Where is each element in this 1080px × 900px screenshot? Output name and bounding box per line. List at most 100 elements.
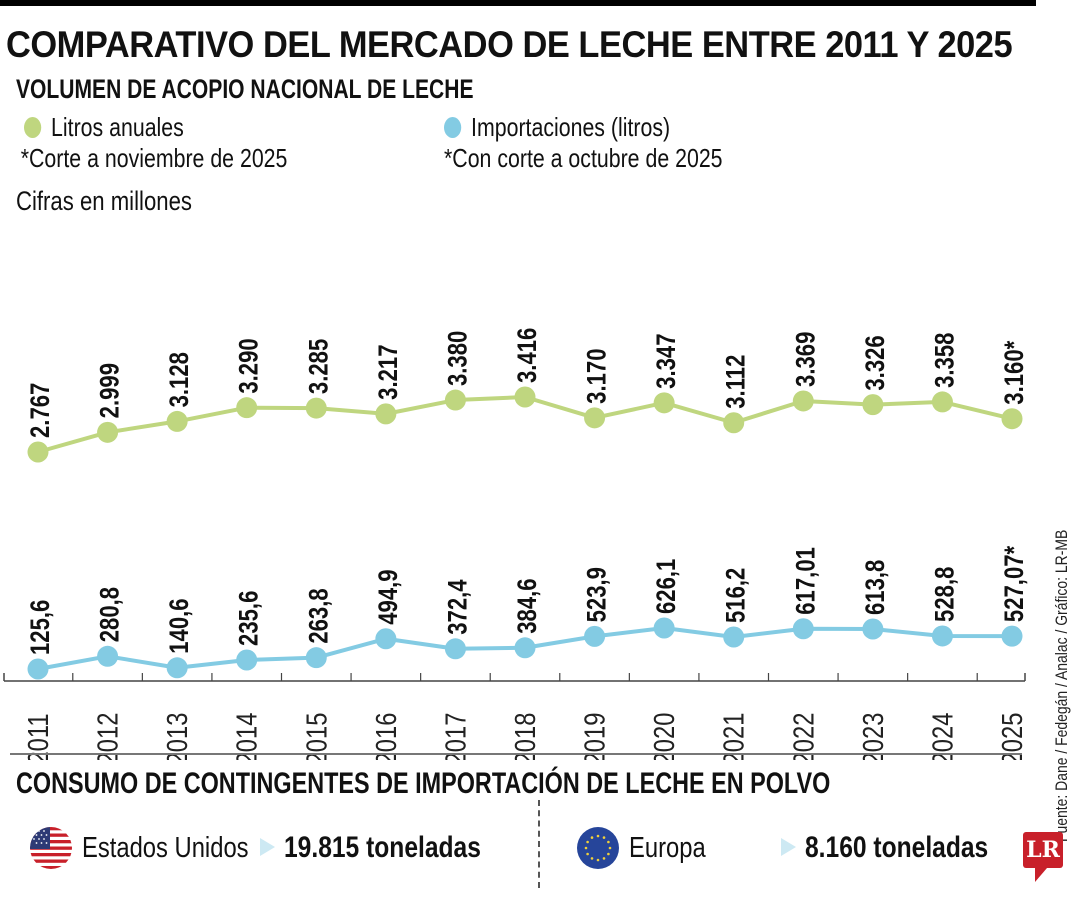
data-label-litros: 3.170 [583,348,613,403]
data-label-importaciones: 613,8 [861,560,891,615]
data-point-litros [514,386,536,408]
data-point-litros [166,410,188,432]
data-label-importaciones: 494,9 [374,569,404,624]
data-point-importaciones [723,626,745,648]
x-tick-label: 2013 [161,713,194,760]
legend-note: *Con corte a octubre de 2025 [444,143,723,173]
data-point-importaciones [514,637,536,659]
data-point-litros [792,390,814,412]
legend-item-litros: Litros anuales *Corte a noviembre de 202… [20,112,288,174]
x-tick-label: 2018 [509,713,542,760]
lr-logo-tail [1035,868,1047,882]
source-credit: Fuente: Dane / Fedegán / Analac / Gráfic… [1052,529,1071,842]
legend-dot-green-icon [24,116,42,138]
data-point-litros [375,403,397,425]
page-title: COMPARATIVO DEL MERCADO DE LECHE ENTRE 2… [6,24,1013,65]
data-label-importaciones: 523,9 [583,567,613,622]
data-label-importaciones: 527,07* [1000,545,1030,622]
country-name: Estados Unidos [82,831,249,864]
data-point-importaciones [27,658,49,680]
data-point-importaciones [166,657,188,679]
data-point-litros [723,412,745,434]
data-point-litros [305,397,327,419]
arrow-right-icon [781,838,796,856]
x-tick-label: 2016 [370,713,403,760]
data-label-litros: 3.416 [513,328,543,383]
data-label-litros: 3.285 [304,338,334,394]
eu-flag-icon [577,827,619,869]
data-label-importaciones: 626,1 [652,558,682,614]
x-tick-label: 2019 [578,713,611,760]
data-label-importaciones: 263,8 [304,588,334,643]
data-point-importaciones [97,645,119,667]
data-label-litros: 3.347 [652,333,682,388]
data-label-importaciones: 125,6 [26,600,56,655]
data-point-litros [444,389,466,411]
data-point-litros [584,407,606,429]
data-label-importaciones: 516,2 [722,568,752,623]
data-label-litros: 3.128 [165,352,195,407]
top-rule [0,0,1036,6]
legend-note: *Corte a noviembre de 2025 [20,143,288,173]
data-label-importaciones: 280,8 [96,587,126,642]
data-point-litros [27,441,49,463]
data-point-importaciones [305,647,327,669]
data-point-litros [236,397,258,419]
lr-logo: LR [1023,832,1063,868]
data-point-importaciones [931,625,953,647]
data-point-litros [931,391,953,413]
section-divider [10,753,1022,755]
data-label-litros: 3.326 [861,335,891,390]
amount-value: 19.815 toneladas [284,831,481,864]
x-tick-label: 2025 [996,713,1029,760]
data-point-importaciones [444,638,466,660]
data-label-litros: 2.767 [26,383,56,438]
data-point-importaciones [236,649,258,671]
section2-title: CONSUMO DE CONTINGENTES DE IMPORTACIÓN D… [16,767,831,800]
data-label-litros: 3.369 [791,332,821,387]
data-label-litros: 3.112 [722,355,752,409]
data-label-importaciones: 617,01 [791,547,821,615]
data-label-importaciones: 140,6 [165,598,195,653]
dashed-separator [538,800,540,888]
x-tick-label: 2011 [22,713,55,760]
data-point-importaciones [584,625,606,647]
data-label-litros: 3.380 [443,331,473,386]
legend-item-importaciones: Importaciones (litros) *Con corte a octu… [444,112,723,174]
x-tick-label: 2015 [300,713,333,760]
amount-value: 8.160 toneladas [805,831,989,864]
data-label-litros: 3.217 [374,344,404,399]
data-label-importaciones: 528,8 [930,567,960,622]
us-flag-icon [30,827,72,869]
data-point-litros [97,421,119,443]
legend-dot-blue-icon [444,116,462,138]
data-point-importaciones [792,618,814,640]
data-label-litros: 2.999 [96,363,126,418]
data-label-litros: 3.290 [235,338,265,393]
arrow-right-icon [260,838,275,856]
data-point-importaciones [375,628,397,650]
data-point-litros [653,392,675,414]
data-label-litros: 3.358 [930,333,960,388]
x-tick-label: 2017 [439,713,472,760]
x-tick-label: 2021 [717,713,750,760]
chart-subtitle: VOLUMEN DE ACOPIO NACIONAL DE LECHE [16,74,474,104]
data-label-importaciones: 235,6 [235,591,265,646]
legend-label: Importaciones (litros) [471,112,671,142]
x-tick-label: 2020 [648,713,681,760]
x-tick-label: 2024 [926,713,959,760]
x-tick-label: 2023 [857,713,890,760]
data-point-importaciones [653,617,675,639]
legend-label: Litros anuales [51,112,184,142]
data-label-importaciones: 384,6 [513,578,543,633]
units-note: Cifras en millones [16,186,192,216]
data-point-litros [862,394,884,416]
data-point-importaciones [862,618,884,640]
x-tick-label: 2022 [787,713,820,760]
country-item-us: Estados Unidos [30,826,285,870]
data-label-litros: 3.160* [1000,340,1030,404]
x-tick-label: 2012 [91,713,124,760]
line-chart: 2011 2012 2013 2014 2015 2016 2017 2018 2019 2020… [3,328,1030,760]
data-point-litros [1001,408,1023,430]
data-label-importaciones: 372,4 [443,579,473,635]
